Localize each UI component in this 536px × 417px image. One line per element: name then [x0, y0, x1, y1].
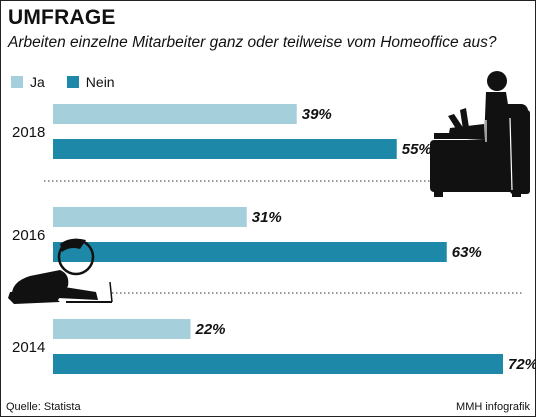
value-label-nein-2018: 55% — [402, 141, 432, 158]
legend-item-nein: Nein — [66, 74, 115, 90]
value-label-ja-2018: 39% — [302, 106, 332, 123]
value-label-nein-2014: 72% — [508, 356, 536, 373]
bar-nein-2018 — [53, 139, 397, 159]
value-label-nein-2016: 63% — [452, 244, 482, 261]
year-label-2018: 2018 — [12, 124, 45, 141]
legend-label-nein: Nein — [85, 74, 115, 90]
year-label-2016: 2016 — [12, 227, 45, 244]
bars-layer: 2018 39% 55% 2016 31% 63% 2014 22% 72% — [12, 104, 536, 374]
value-label-ja-2014: 22% — [195, 321, 226, 338]
chart-title: UMFRAGE — [8, 6, 116, 29]
person-on-armchair-highlight — [485, 117, 513, 191]
legend-label-ja: Ja — [30, 74, 45, 90]
legend-swatch-ja — [11, 76, 23, 88]
chart-subtitle: Arbeiten einzelne Mitarbeiter ganz oder … — [8, 34, 497, 51]
value-label-ja-2016: 31% — [252, 209, 282, 226]
year-label-2014: 2014 — [12, 339, 45, 356]
bar-nein-2014 — [53, 354, 503, 374]
bar-nein-2016 — [53, 242, 447, 262]
credit-note: MMH infografik — [456, 401, 530, 413]
person-on-armchair-with-laptop-icon — [430, 71, 530, 197]
chart-legend: Ja Nein — [11, 74, 137, 90]
legend-item-ja: Ja — [11, 74, 45, 90]
bar-ja-2014 — [53, 319, 191, 339]
source-note: Quelle: Statista — [6, 401, 81, 413]
legend-swatch-nein — [66, 76, 79, 88]
bar-ja-2018 — [53, 104, 297, 124]
group-separators — [44, 180, 522, 294]
person-lying-with-laptop-icon — [8, 238, 113, 304]
bar-ja-2016 — [53, 207, 247, 227]
